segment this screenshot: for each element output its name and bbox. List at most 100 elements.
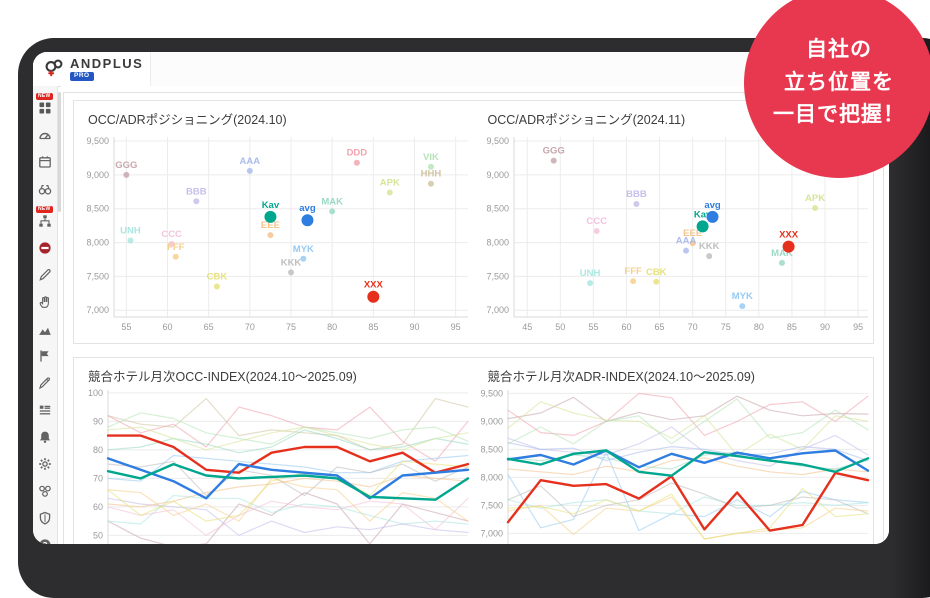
scatter-point-CCC[interactable]: [593, 228, 600, 235]
line-series-CCC[interactable]: [107, 497, 469, 536]
line-series-FFF[interactable]: [506, 496, 869, 540]
scatter-point-FFF[interactable]: [629, 278, 636, 285]
x-tick-label: 95: [853, 322, 863, 332]
scatter-point-MAK[interactable]: [778, 259, 785, 266]
scatter-canvas-2024-10[interactable]: 7,000 7,500 8,000 8,500 9,000 9,500 55 60 65 70 75…: [78, 125, 474, 343]
scatter-point-GGG[interactable]: [123, 171, 130, 178]
line-series-DDD[interactable]: [506, 392, 869, 437]
line-series-AAA[interactable]: [506, 441, 869, 462]
scatter-point-MYK[interactable]: [738, 303, 745, 310]
sidebar-item-help[interactable]: ?: [36, 536, 54, 544]
promo-line: 自社の: [806, 38, 872, 62]
scatter-point-KKK[interactable]: [705, 253, 712, 260]
line-series-MYK[interactable]: [107, 454, 469, 482]
scatter-point-APK[interactable]: [386, 189, 393, 196]
sidebar-item-flag[interactable]: [36, 347, 54, 365]
sidebar-scrollbar[interactable]: [58, 92, 61, 212]
sidebar-item-list[interactable]: [36, 401, 54, 419]
bell-icon: [39, 431, 51, 443]
x-tick-label: 80: [327, 322, 337, 332]
x-tick-label: 85: [368, 322, 378, 332]
scatter-point-HHH[interactable]: [427, 180, 434, 187]
scatter-point-MAK[interactable]: [329, 208, 336, 215]
line-series-Kav[interactable]: [106, 462, 470, 501]
line-series-avg[interactable]: [506, 449, 869, 472]
scatter-point-BBB[interactable]: [193, 198, 200, 205]
scatter-point-APK[interactable]: [811, 205, 818, 212]
scatter-point-CBK[interactable]: [213, 283, 220, 290]
scatter-point-EEE[interactable]: [267, 232, 274, 239]
x-tick-label: 85: [786, 322, 796, 332]
pencil-icon: [39, 377, 51, 390]
scatter-point-AAA[interactable]: [246, 167, 253, 174]
adr-index-chart: 競合ホテル月次ADR-INDEX(2024.10〜2025.09) 7,000 7…: [474, 358, 874, 544]
scatter-point-UNH[interactable]: [127, 237, 134, 244]
line-series-UNH[interactable]: [107, 494, 469, 525]
point-label-MAK: MAK: [321, 196, 343, 207]
scatter-point-VIK[interactable]: [427, 163, 434, 170]
scatter-point-DDD[interactable]: [353, 159, 360, 166]
sidebar-item-gear[interactable]: [36, 455, 54, 473]
line-series-MAK[interactable]: [107, 429, 469, 454]
scatter-point-KKK[interactable]: [288, 269, 294, 276]
occ-index-canvas[interactable]: 50 60 70 80 90 100: [78, 382, 474, 544]
line-series-Kav[interactable]: [506, 449, 869, 477]
sidebar-item-area-chart[interactable]: [36, 320, 54, 338]
scatter-point-Kav[interactable]: [696, 220, 709, 233]
line-series-APK[interactable]: [506, 401, 869, 456]
line-series-VIK[interactable]: [107, 412, 469, 445]
line-series-HHH[interactable]: [107, 398, 469, 451]
line-series-GGG[interactable]: [107, 491, 469, 544]
sidebar-item-shield[interactable]: [36, 509, 54, 527]
sidebar-item-hand[interactable]: [36, 293, 54, 311]
sidebar-item-grid[interactable]: NEW: [36, 93, 54, 117]
logo-area[interactable]: ANDPLUS PRO: [33, 52, 151, 86]
sidebar-item-share[interactable]: [36, 482, 54, 500]
scatter-point-XXX[interactable]: [367, 290, 380, 303]
x-tick-label: 70: [687, 322, 697, 332]
line-series-CBK[interactable]: [506, 487, 869, 540]
scatter-point-UNH[interactable]: [586, 280, 593, 287]
scatter-point-CBK[interactable]: [652, 278, 659, 285]
line-series-XXX[interactable]: [506, 471, 869, 532]
scatter-point-FFF[interactable]: [172, 253, 179, 260]
line-series-GGG[interactable]: [506, 395, 869, 423]
line-series-EEE[interactable]: [107, 474, 469, 508]
scatter-point-avg[interactable]: [706, 210, 719, 223]
line-series-VIK[interactable]: [506, 398, 869, 445]
sidebar-item-sitemap[interactable]: NEW: [36, 206, 54, 230]
line-series-FFF[interactable]: [107, 477, 469, 522]
y-tick-label: 7,000: [86, 305, 109, 315]
scatter-point-MYK[interactable]: [300, 255, 307, 262]
scatter-point-avg[interactable]: [301, 214, 314, 227]
scatter-point-Kav[interactable]: [264, 210, 277, 223]
scatter-point-CCC[interactable]: [168, 240, 175, 247]
line-series-avg[interactable]: [106, 457, 470, 500]
pro-badge: PRO: [70, 72, 94, 81]
chart-title: 競合ホテル月次OCC-INDEX(2024.10〜2025.09): [88, 370, 357, 384]
line-series-BBB[interactable]: [107, 497, 469, 536]
scatter-point-EEE[interactable]: [689, 240, 696, 247]
scatter-point-BBB[interactable]: [632, 200, 639, 207]
line-series-UNH[interactable]: [506, 496, 869, 515]
sidebar-item-binoculars[interactable]: [36, 180, 54, 198]
line-series-XXX[interactable]: [106, 434, 470, 474]
adr-index-canvas[interactable]: 7,000 7,500 8,000 8,500 9,000 9,500: [478, 382, 874, 544]
line-series-KKK[interactable]: [107, 460, 469, 497]
point-label-VIK: VIK: [423, 152, 439, 163]
sidebar-item-bell[interactable]: [36, 428, 54, 446]
sidebar-item-nosign[interactable]: [36, 239, 54, 257]
scatter-point-AAA[interactable]: [682, 247, 689, 254]
scatter-point-XXX[interactable]: [782, 240, 795, 253]
sidebar-item-pencil[interactable]: [36, 374, 54, 392]
scatter-point-GGG[interactable]: [550, 157, 557, 164]
line-series-DDD[interactable]: [107, 406, 469, 462]
sidebar-item-gauge[interactable]: [36, 126, 54, 144]
line-series-APK[interactable]: [107, 426, 469, 451]
y-tick-label: 9,500: [486, 136, 509, 146]
sidebar-item-pen[interactable]: [36, 266, 54, 284]
sidebar-item-calendar[interactable]: [36, 153, 54, 171]
line-series-KKK[interactable]: [506, 482, 869, 518]
y-tick-label: 60: [93, 502, 103, 512]
point-label-avg: avg: [299, 203, 316, 214]
